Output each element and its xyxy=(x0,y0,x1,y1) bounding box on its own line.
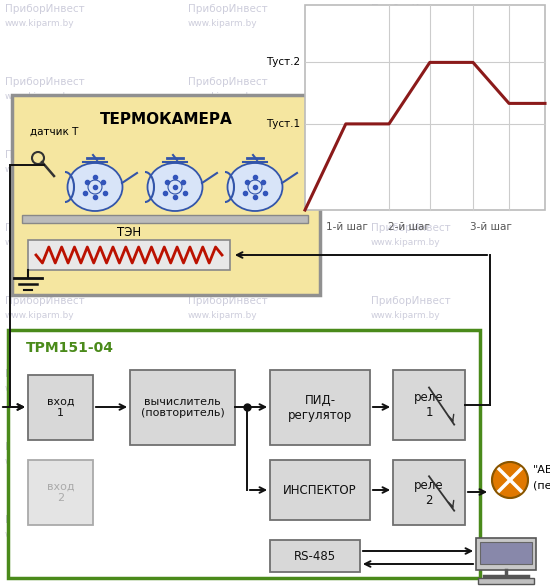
Text: www.kiparm.by: www.kiparm.by xyxy=(5,457,75,466)
Ellipse shape xyxy=(147,163,202,211)
Text: датчик Т: датчик Т xyxy=(30,127,78,137)
Text: www.kiparm.by: www.kiparm.by xyxy=(5,92,75,101)
Ellipse shape xyxy=(228,163,283,211)
Text: www.kiparm.by: www.kiparm.by xyxy=(188,311,257,320)
Text: ПриборИнвест: ПриборИнвест xyxy=(371,442,450,452)
Text: www.kiparm.by: www.kiparm.by xyxy=(5,384,75,393)
Text: www.kiparm.by: www.kiparm.by xyxy=(371,19,441,28)
Bar xyxy=(270,370,370,445)
Text: www.kiparm.by: www.kiparm.by xyxy=(371,238,441,247)
Bar xyxy=(480,542,532,564)
Text: ПИД-
регулятор: ПИД- регулятор xyxy=(288,393,352,422)
Text: 3-й шаг: 3-й шаг xyxy=(470,222,512,232)
Text: ПриборИнвест: ПриборИнвест xyxy=(371,369,450,379)
Text: ПриборИнвест: ПриборИнвест xyxy=(371,515,450,525)
Text: www.kiparm.by: www.kiparm.by xyxy=(188,384,257,393)
Text: ПриборИнвест: ПриборИнвест xyxy=(188,4,268,14)
Text: ТЭН: ТЭН xyxy=(117,226,141,239)
Bar xyxy=(22,215,308,223)
Text: вход
2: вход 2 xyxy=(47,482,74,503)
Text: ТЕРМОКАМЕРА: ТЕРМОКАМЕРА xyxy=(100,112,232,128)
Text: www.kiparm.by: www.kiparm.by xyxy=(371,457,441,466)
Text: ПриборИнвест: ПриборИнвест xyxy=(5,223,85,233)
Text: www.kiparm.by: www.kiparm.by xyxy=(188,19,257,28)
Bar xyxy=(478,578,534,584)
Text: ПриборИнвест: ПриборИнвест xyxy=(371,296,450,306)
Bar xyxy=(476,538,536,570)
Text: ПриборИнвест: ПриборИнвест xyxy=(188,369,268,379)
Text: www.kiparm.by: www.kiparm.by xyxy=(371,530,441,539)
Text: ПриборИнвест: ПриборИнвест xyxy=(371,150,450,160)
Bar xyxy=(8,330,480,578)
Text: вход
1: вход 1 xyxy=(47,397,74,418)
Text: ПриборИнвест: ПриборИнвест xyxy=(188,442,268,452)
Text: ПриборИнвест: ПриборИнвест xyxy=(188,223,268,233)
Text: реле
1: реле 1 xyxy=(414,391,444,419)
Bar xyxy=(28,460,93,525)
Text: ПриборИнвест: ПриборИнвест xyxy=(5,296,85,306)
Text: ПриборИнвест: ПриборИнвест xyxy=(5,515,85,525)
Text: ПриборИнвест: ПриборИнвест xyxy=(5,77,85,87)
Text: www.kiparm.by: www.kiparm.by xyxy=(371,311,441,320)
Text: вычислитель
(повторитель): вычислитель (повторитель) xyxy=(141,397,224,418)
Text: ПриборИнвест: ПриборИнвест xyxy=(371,223,450,233)
Text: ПриборИнвест: ПриборИнвест xyxy=(371,4,450,14)
Text: ПриборИнвест: ПриборИнвест xyxy=(5,442,85,452)
Text: RS-485: RS-485 xyxy=(294,550,336,563)
Bar xyxy=(28,375,93,440)
Text: 2-й шаг: 2-й шаг xyxy=(388,222,430,232)
Text: "АВАРИЯ": "АВАРИЯ" xyxy=(533,465,550,475)
Text: www.kiparm.by: www.kiparm.by xyxy=(371,384,441,393)
Text: ПриборИнвест: ПриборИнвест xyxy=(5,150,85,160)
Text: ПриборИнвест: ПриборИнвест xyxy=(188,515,268,525)
Text: Туст.1: Туст.1 xyxy=(266,119,300,129)
Ellipse shape xyxy=(68,163,123,211)
Text: ПриборИнвест: ПриборИнвест xyxy=(188,296,268,306)
Bar xyxy=(130,370,235,445)
Text: ПриборИнвест: ПриборИнвест xyxy=(188,77,268,87)
Bar xyxy=(305,5,545,210)
Text: ПриборИнвест: ПриборИнвест xyxy=(5,4,85,14)
Text: ПриборИнвест: ПриборИнвест xyxy=(188,150,268,160)
Bar xyxy=(28,240,230,270)
Text: реле
2: реле 2 xyxy=(414,479,444,506)
Text: www.kiparm.by: www.kiparm.by xyxy=(371,165,441,174)
Text: 1-й шаг: 1-й шаг xyxy=(326,222,368,232)
Text: www.kiparm.by: www.kiparm.by xyxy=(5,311,75,320)
Text: www.kiparm.by: www.kiparm.by xyxy=(188,238,257,247)
Text: ТРМ151-04: ТРМ151-04 xyxy=(26,341,114,355)
Text: www.kiparm.by: www.kiparm.by xyxy=(188,530,257,539)
Text: www.kiparm.by: www.kiparm.by xyxy=(5,530,75,539)
Text: ПриборИнвест: ПриборИнвест xyxy=(371,77,450,87)
Text: (перегрев): (перегрев) xyxy=(533,481,550,491)
Text: Туст.2: Туст.2 xyxy=(266,58,300,68)
Text: www.kiparm.by: www.kiparm.by xyxy=(188,457,257,466)
Text: www.kiparm.by: www.kiparm.by xyxy=(188,92,257,101)
Text: ПриборИнвест: ПриборИнвест xyxy=(5,369,85,379)
Circle shape xyxy=(492,462,528,498)
Text: www.kiparm.by: www.kiparm.by xyxy=(5,19,75,28)
Bar xyxy=(393,460,465,525)
Bar xyxy=(270,540,360,572)
Text: www.kiparm.by: www.kiparm.by xyxy=(371,92,441,101)
Text: www.kiparm.by: www.kiparm.by xyxy=(5,165,75,174)
Bar xyxy=(393,370,465,440)
Text: www.kiparm.by: www.kiparm.by xyxy=(188,165,257,174)
Text: ИНСПЕКТОР: ИНСПЕКТОР xyxy=(283,483,357,496)
Bar xyxy=(12,95,320,295)
Text: www.kiparm.by: www.kiparm.by xyxy=(5,238,75,247)
Bar xyxy=(270,460,370,520)
